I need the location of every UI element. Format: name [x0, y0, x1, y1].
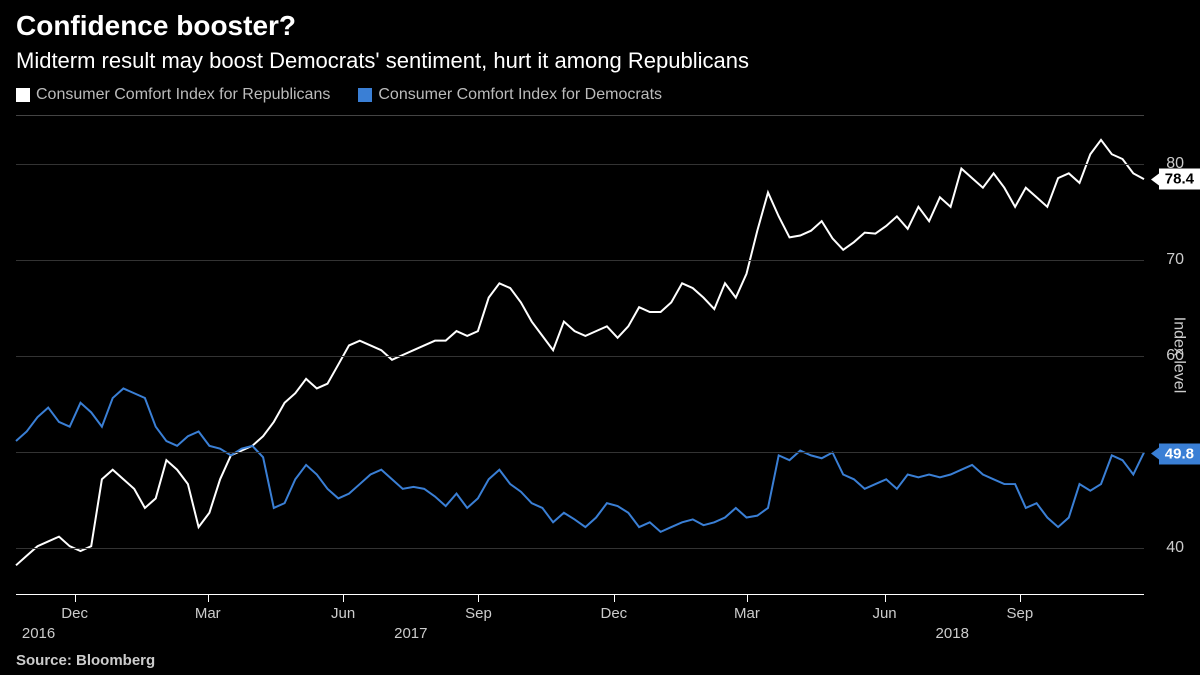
grid-line	[16, 548, 1144, 549]
x-tick-label: Mar	[734, 605, 760, 622]
x-tick-label: Dec	[600, 605, 627, 622]
legend-swatch-republicans	[16, 88, 30, 102]
legend: Consumer Comfort Index for Republicans C…	[16, 86, 662, 104]
y-tick-label: 70	[1166, 251, 1184, 269]
x-tick	[478, 594, 479, 602]
chart-plot-area: Index level 4050607080DecMarJunSepDecMar…	[16, 115, 1144, 595]
y-tick-label: 40	[1166, 539, 1184, 557]
x-year-label: 2016	[22, 625, 55, 642]
series-line-democrats	[16, 388, 1144, 531]
x-tick	[614, 594, 615, 602]
x-tick-label: Sep	[465, 605, 492, 622]
chart-svg	[16, 116, 1144, 594]
x-year-label: 2017	[394, 625, 427, 642]
legend-item-republicans: Consumer Comfort Index for Republicans	[16, 86, 330, 104]
series-line-republicans	[16, 140, 1144, 565]
grid-line	[16, 452, 1144, 453]
chart-subtitle: Midterm result may boost Democrats' sent…	[16, 48, 749, 74]
x-tick	[208, 594, 209, 602]
chart-source: Source: Bloomberg	[16, 652, 155, 669]
chart-title: Confidence booster?	[16, 10, 296, 42]
x-tick-label: Jun	[872, 605, 896, 622]
x-tick-label: Sep	[1007, 605, 1034, 622]
legend-label-republicans: Consumer Comfort Index for Republicans	[36, 86, 330, 104]
x-tick-label: Mar	[195, 605, 221, 622]
value-callout-republicans: 78.4	[1159, 169, 1200, 190]
x-tick	[75, 594, 76, 602]
legend-swatch-democrats	[358, 88, 372, 102]
x-year-label: 2018	[936, 625, 969, 642]
x-tick	[885, 594, 886, 602]
grid-line	[16, 356, 1144, 357]
grid-line	[16, 164, 1144, 165]
x-tick	[343, 594, 344, 602]
x-tick	[747, 594, 748, 602]
legend-item-democrats: Consumer Comfort Index for Democrats	[358, 86, 662, 104]
value-callout-democrats: 49.8	[1159, 443, 1200, 464]
grid-line	[16, 260, 1144, 261]
x-tick-label: Dec	[61, 605, 88, 622]
x-tick-label: Jun	[331, 605, 355, 622]
y-tick-label: 60	[1166, 347, 1184, 365]
x-tick	[1020, 594, 1021, 602]
legend-label-democrats: Consumer Comfort Index for Democrats	[378, 86, 662, 104]
